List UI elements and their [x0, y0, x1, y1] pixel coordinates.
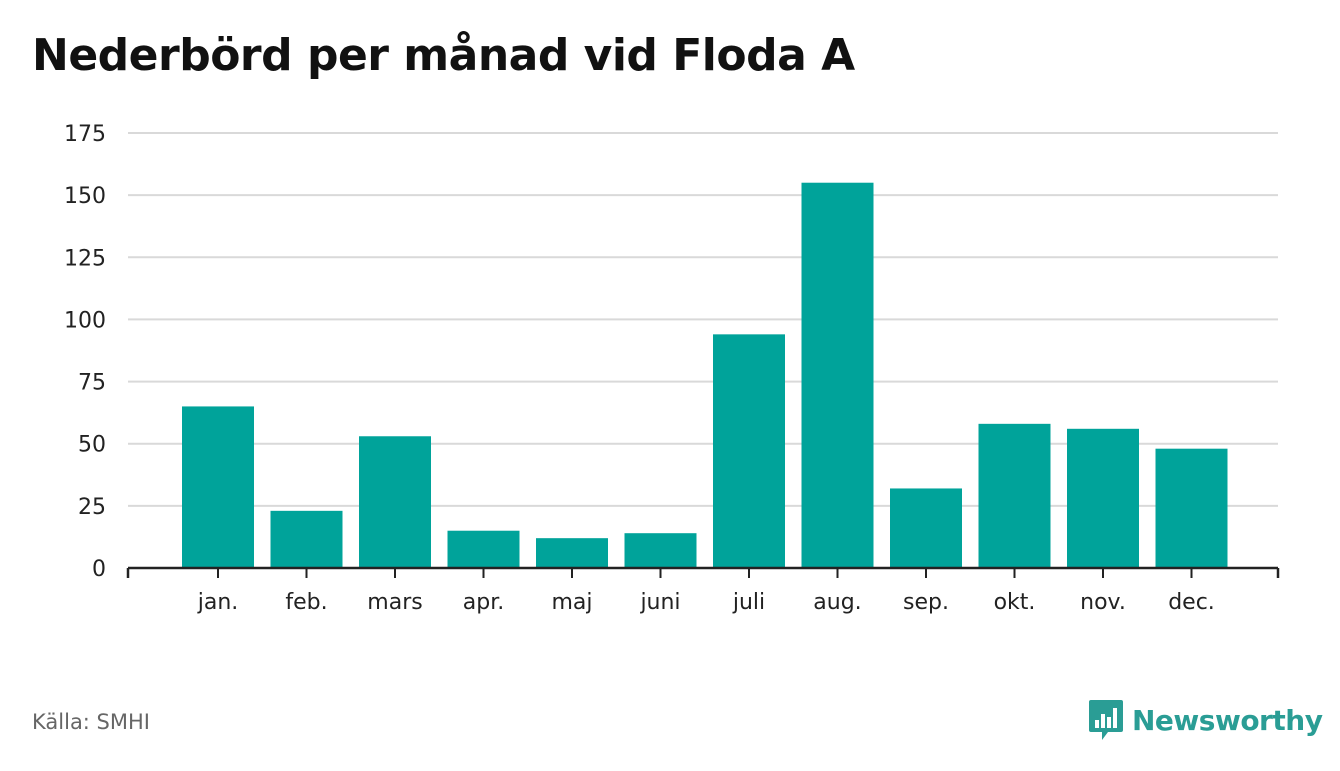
y-tick-label: 0 [92, 557, 106, 582]
y-tick-label: 50 [78, 433, 106, 458]
x-tick-label: dec. [1168, 590, 1215, 615]
gridlines [128, 132, 1278, 507]
newsworthy-logo: Newsworthy [1088, 698, 1323, 742]
bars [182, 182, 1228, 568]
x-tick-label: juni [639, 590, 680, 615]
y-axis-labels: 0 25 50 75 100 125 150 175 [64, 122, 106, 582]
brand-name: Newsworthy [1132, 703, 1323, 737]
bar [447, 530, 520, 568]
y-tick-label: 150 [64, 184, 106, 209]
y-tick-label: 25 [78, 495, 106, 520]
bar [890, 488, 962, 568]
x-axis [126, 566, 1280, 578]
x-tick-label: okt. [994, 590, 1036, 615]
x-tick-label: jan. [197, 590, 239, 615]
bar [624, 533, 697, 568]
source-note: Källa: SMHI [32, 710, 150, 734]
bar [359, 436, 431, 568]
y-tick-label: 125 [64, 246, 106, 271]
x-tick-label: feb. [285, 590, 327, 615]
bar-chart-speech-bubble-icon [1089, 700, 1123, 740]
bar [713, 334, 785, 568]
x-tick-label: apr. [463, 590, 504, 615]
y-tick-label: 175 [64, 122, 106, 147]
bar [1067, 428, 1139, 568]
bar [270, 510, 343, 568]
x-axis-labels: jan. feb. mars apr. maj juni juli aug. sep. okt. n… [197, 590, 1215, 615]
bar [801, 182, 874, 568]
bar [1155, 448, 1228, 568]
bar [978, 423, 1051, 568]
x-tick-label: nov. [1080, 590, 1126, 615]
x-tick-label: aug. [813, 590, 861, 615]
y-tick-label: 100 [64, 308, 106, 333]
bar [182, 406, 254, 568]
bar [536, 538, 608, 568]
x-tick-label: sep. [903, 590, 949, 615]
chart-title: Nederbörd per månad vid Floda A [32, 30, 855, 81]
x-tick-label: juli [732, 590, 765, 615]
x-tick-label: maj [551, 590, 592, 615]
y-tick-label: 75 [78, 371, 106, 396]
x-tick-label: mars [367, 590, 422, 615]
